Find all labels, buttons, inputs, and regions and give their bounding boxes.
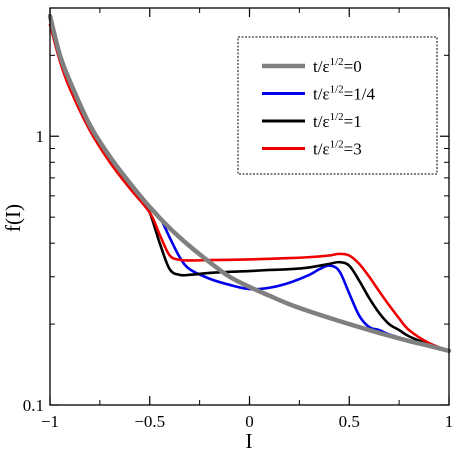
series-line-0 (47, 13, 452, 354)
x-axis-ticks: −1 −0.5 0 0.5 1 (41, 8, 453, 431)
x-tick-label: 1 (445, 412, 454, 431)
legend: t/ε1/2=0 t/ε1/2=1/4 t/ε1/2=1 t/ε1/2=3 (237, 36, 438, 175)
legend-label: t/ε1/2=0 (313, 56, 362, 76)
y-tick-label: 1 (36, 127, 45, 146)
y-tick-label: 0.1 (23, 396, 44, 415)
y-axis-label: f(I) (1, 204, 25, 232)
legend-label: t/ε1/2=1 (313, 111, 362, 131)
legend-label: t/ε1/2=3 (313, 139, 362, 159)
x-tick-label: 0 (245, 412, 254, 431)
series-line-3 (48, 23, 451, 353)
x-tick-label: −1 (41, 412, 59, 431)
x-tick-label: 0.5 (339, 412, 360, 431)
legend-label: t/ε1/2=1/4 (313, 84, 375, 104)
x-axis-label: I (246, 429, 253, 453)
legend-box (237, 36, 438, 175)
series-lines (47, 13, 452, 354)
y-axis-ticks: 0.11 (23, 7, 449, 415)
x-tick-label: −0.5 (134, 412, 165, 431)
